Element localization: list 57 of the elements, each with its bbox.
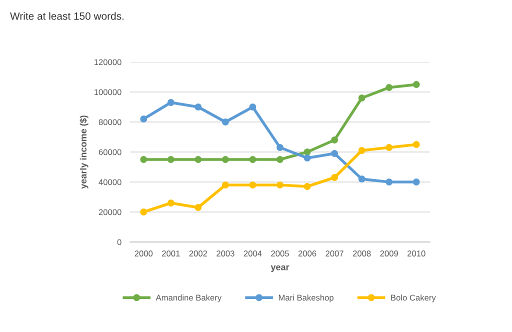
point [304,183,311,190]
point [386,144,393,151]
x-tick-label: 2001 [162,250,180,256]
point [140,156,148,163]
point [331,136,338,144]
chart-title: Write at least 150 words. [10,12,124,20]
x-axis-title: year [270,265,290,272]
point [276,144,284,151]
point [412,141,420,148]
y-tick-label: 100000 [94,89,122,96]
legend-label: Amandine Bakery [156,294,222,302]
point [358,176,366,182]
point [386,178,393,186]
point [249,104,256,110]
legend-label: Bolo Cakery [391,294,436,302]
point [167,156,174,163]
point [222,182,229,188]
y-tick-label: 80000 [98,119,122,126]
point [222,156,229,163]
x-tick-label: 2009 [380,250,398,256]
x-tick-label: 2010 [408,250,426,256]
point [194,204,202,211]
y-tick-label: 20000 [98,209,122,216]
x-tick-label: 2004 [244,250,262,256]
x-tick-label: 2007 [326,250,344,256]
point [249,182,256,188]
point [276,182,284,188]
y-tick-label: 40000 [98,179,122,186]
point [167,200,174,206]
point [358,94,366,102]
point [222,118,229,126]
point [358,147,366,154]
x-tick-label: 2006 [298,250,316,256]
point [304,148,311,156]
point [140,116,148,122]
x-tick-label: 2000 [134,250,153,256]
x-tick-label: 2008 [352,250,371,256]
y-tick-label: 0 [117,239,122,246]
point [276,156,284,163]
y-axis-title: yearly income ($) [80,116,88,189]
point [194,104,202,110]
point [386,84,393,91]
x-tick-label: 2002 [189,250,208,256]
point [412,178,420,186]
x-tick-label: 2005 [271,250,289,256]
x-tick-label: 2003 [216,250,234,256]
point [140,208,148,216]
point [194,156,202,163]
point [412,81,420,88]
point [167,99,174,106]
legend-label: Mari Bakeshop [278,294,334,302]
point [249,156,256,163]
y-tick-label: 60000 [98,149,122,156]
point [331,150,338,157]
point [331,174,338,181]
y-tick-label: 120000 [94,59,122,66]
point [304,154,311,162]
